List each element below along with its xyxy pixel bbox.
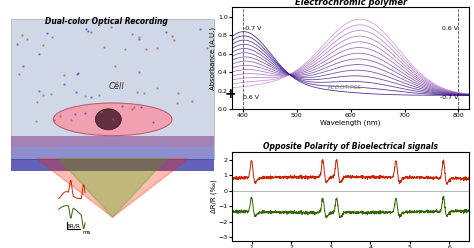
- Polygon shape: [37, 159, 188, 217]
- Text: $\Delta$R/R: $\Delta$R/R: [66, 222, 81, 230]
- Text: -0.7 V: -0.7 V: [243, 26, 261, 31]
- Polygon shape: [11, 19, 214, 159]
- X-axis label: Wavelength (nm): Wavelength (nm): [320, 120, 381, 126]
- Ellipse shape: [95, 109, 121, 130]
- Y-axis label: ΔR/R (‰): ΔR/R (‰): [210, 180, 217, 213]
- Text: Cell: Cell: [109, 82, 125, 91]
- Text: 0.6 V: 0.6 V: [442, 26, 458, 31]
- Title: Opposite Polarity of Bioelectrical signals: Opposite Polarity of Bioelectrical signa…: [263, 142, 438, 151]
- Y-axis label: Absorbance (A.U.): Absorbance (A.U.): [210, 27, 217, 90]
- Polygon shape: [11, 159, 214, 171]
- Text: Dual-color Optical Recording: Dual-color Optical Recording: [45, 17, 168, 26]
- Text: -0.7 V: -0.7 V: [440, 95, 458, 100]
- Text: ms: ms: [82, 230, 91, 235]
- Title: Electrochromic polymer: Electrochromic polymer: [294, 0, 407, 7]
- Text: +: +: [224, 87, 236, 101]
- Polygon shape: [11, 147, 214, 159]
- Text: 0.6 V: 0.6 V: [243, 95, 259, 100]
- Ellipse shape: [53, 103, 172, 136]
- Polygon shape: [11, 136, 214, 147]
- Polygon shape: [59, 159, 166, 217]
- Text: PEDOT:PSS: PEDOT:PSS: [328, 85, 362, 90]
